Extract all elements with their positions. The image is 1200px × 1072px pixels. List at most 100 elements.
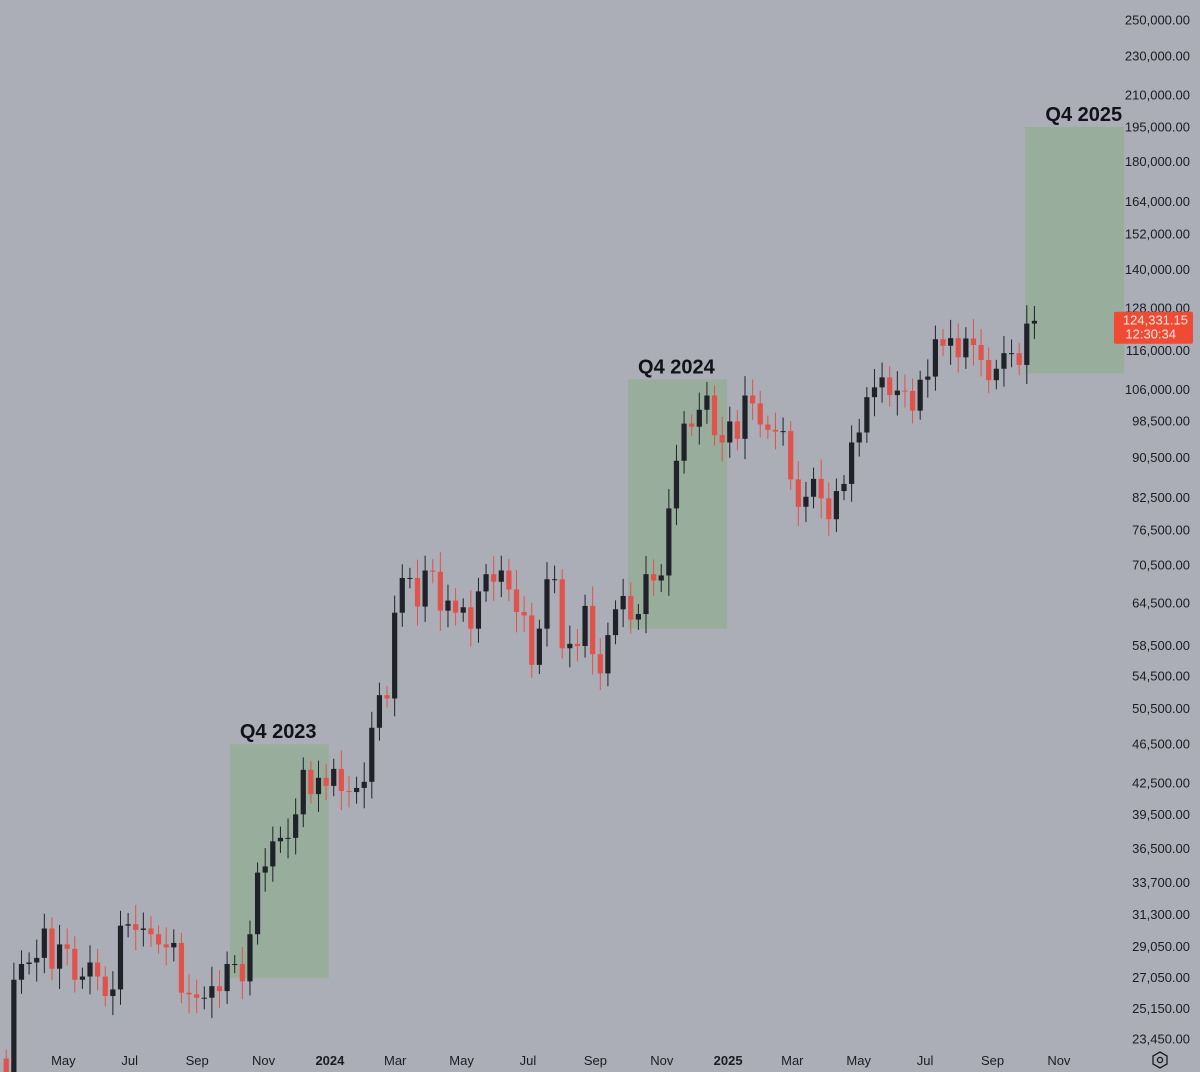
candle-body: [1016, 353, 1022, 365]
quarter-box: [1025, 126, 1125, 374]
candle: [689, 414, 695, 436]
price-tick-label: 27,050.00: [1132, 970, 1190, 985]
candle-body: [734, 421, 740, 439]
candle-body: [72, 948, 78, 980]
candle: [750, 379, 756, 421]
price-tick-label: 36,500.00: [1132, 841, 1190, 856]
candle: [536, 619, 542, 674]
price-tick-label: 230,000.00: [1125, 48, 1190, 63]
candle: [803, 481, 809, 523]
time-axis[interactable]: Mar May Jul Sep Nov 2024 Mar May Jul Sep Nov 2025 Ma…: [0, 1053, 1071, 1068]
candle: [628, 582, 634, 634]
candle-body: [201, 997, 207, 999]
candle: [864, 387, 870, 443]
candle: [597, 638, 603, 690]
candle: [955, 323, 961, 373]
price-tick-label: 164,000.00: [1125, 194, 1190, 209]
candle-body: [331, 768, 337, 786]
candle: [993, 359, 999, 390]
candle: [285, 818, 291, 859]
price-tick-label: 23,450.00: [1132, 1031, 1190, 1046]
candle: [331, 758, 337, 797]
time-tick-label: Mar: [781, 1053, 804, 1068]
candle-body: [887, 377, 893, 396]
quarter-label: Q4 2024: [638, 356, 716, 378]
price-tick-label: 98,500.00: [1132, 413, 1190, 428]
candle: [414, 559, 421, 626]
candle: [948, 319, 954, 365]
candle: [34, 939, 40, 982]
price-tick-label: 46,500.00: [1132, 737, 1190, 752]
candle: [513, 570, 520, 633]
price-tick-label: 195,000.00: [1125, 119, 1190, 134]
candle-body: [163, 944, 169, 948]
candle-body: [658, 575, 664, 581]
candle-body: [780, 431, 786, 433]
candle-body: [970, 338, 977, 346]
price-axis[interactable]: 250,000.00 230,000.00 210,000.00 195,000.00…: [1125, 13, 1190, 1047]
candle: [468, 590, 474, 647]
candle: [894, 371, 900, 416]
candle: [186, 974, 192, 1014]
candle: [772, 412, 779, 450]
candle-body: [536, 628, 542, 665]
candle-body: [239, 964, 245, 982]
time-tick-label: 2025: [714, 1053, 743, 1068]
time-tick-label: Jul: [121, 1053, 138, 1068]
candle: [544, 562, 550, 647]
candle: [437, 552, 443, 632]
candle: [567, 625, 573, 668]
candle-body: [841, 483, 847, 492]
candle: [1001, 336, 1007, 387]
candle: [392, 595, 398, 717]
bar-countdown: 12:30:34: [1125, 327, 1176, 342]
candle: [871, 369, 878, 417]
candle-body: [224, 964, 230, 992]
candle: [612, 600, 619, 645]
candle: [734, 410, 740, 451]
candle-body: [902, 390, 908, 392]
candle-body: [11, 979, 17, 1072]
candle: [833, 478, 839, 533]
candle-body: [932, 339, 938, 377]
candle: [315, 760, 322, 812]
candle-body: [529, 615, 535, 665]
candle: [651, 559, 657, 596]
time-tick-label: Mar: [0, 1053, 1, 1068]
settings-icon[interactable]: [1152, 1051, 1168, 1069]
candle: [262, 848, 268, 892]
candle-body: [826, 498, 832, 520]
candle-body: [437, 571, 443, 611]
candle: [194, 979, 200, 1014]
candle: [673, 444, 680, 525]
candle: [742, 376, 748, 460]
candle: [788, 421, 794, 490]
candle-body: [620, 595, 626, 610]
candle: [163, 927, 169, 966]
candle-body: [56, 944, 63, 969]
candle: [338, 750, 344, 811]
price-tick-label: 116,000.00: [1126, 343, 1190, 358]
candle: [125, 912, 131, 938]
candle-body: [110, 989, 116, 997]
candle: [498, 555, 504, 598]
candle: [323, 764, 329, 800]
candle: [559, 569, 565, 659]
candle: [102, 966, 108, 1007]
candle: [986, 347, 992, 393]
candle-body: [430, 570, 436, 572]
candle: [590, 586, 596, 675]
candle: [658, 564, 664, 593]
last-price-tag-bg: [1114, 311, 1193, 344]
candle: [1031, 306, 1038, 339]
candle-body: [689, 423, 695, 427]
candle-body: [810, 478, 817, 497]
candle-body: [79, 976, 86, 980]
candle-body: [475, 591, 482, 629]
candle: [963, 327, 969, 369]
candle-body: [552, 579, 558, 581]
quarter-box: [229, 744, 329, 979]
candle-body: [521, 612, 527, 616]
candle: [879, 362, 885, 403]
